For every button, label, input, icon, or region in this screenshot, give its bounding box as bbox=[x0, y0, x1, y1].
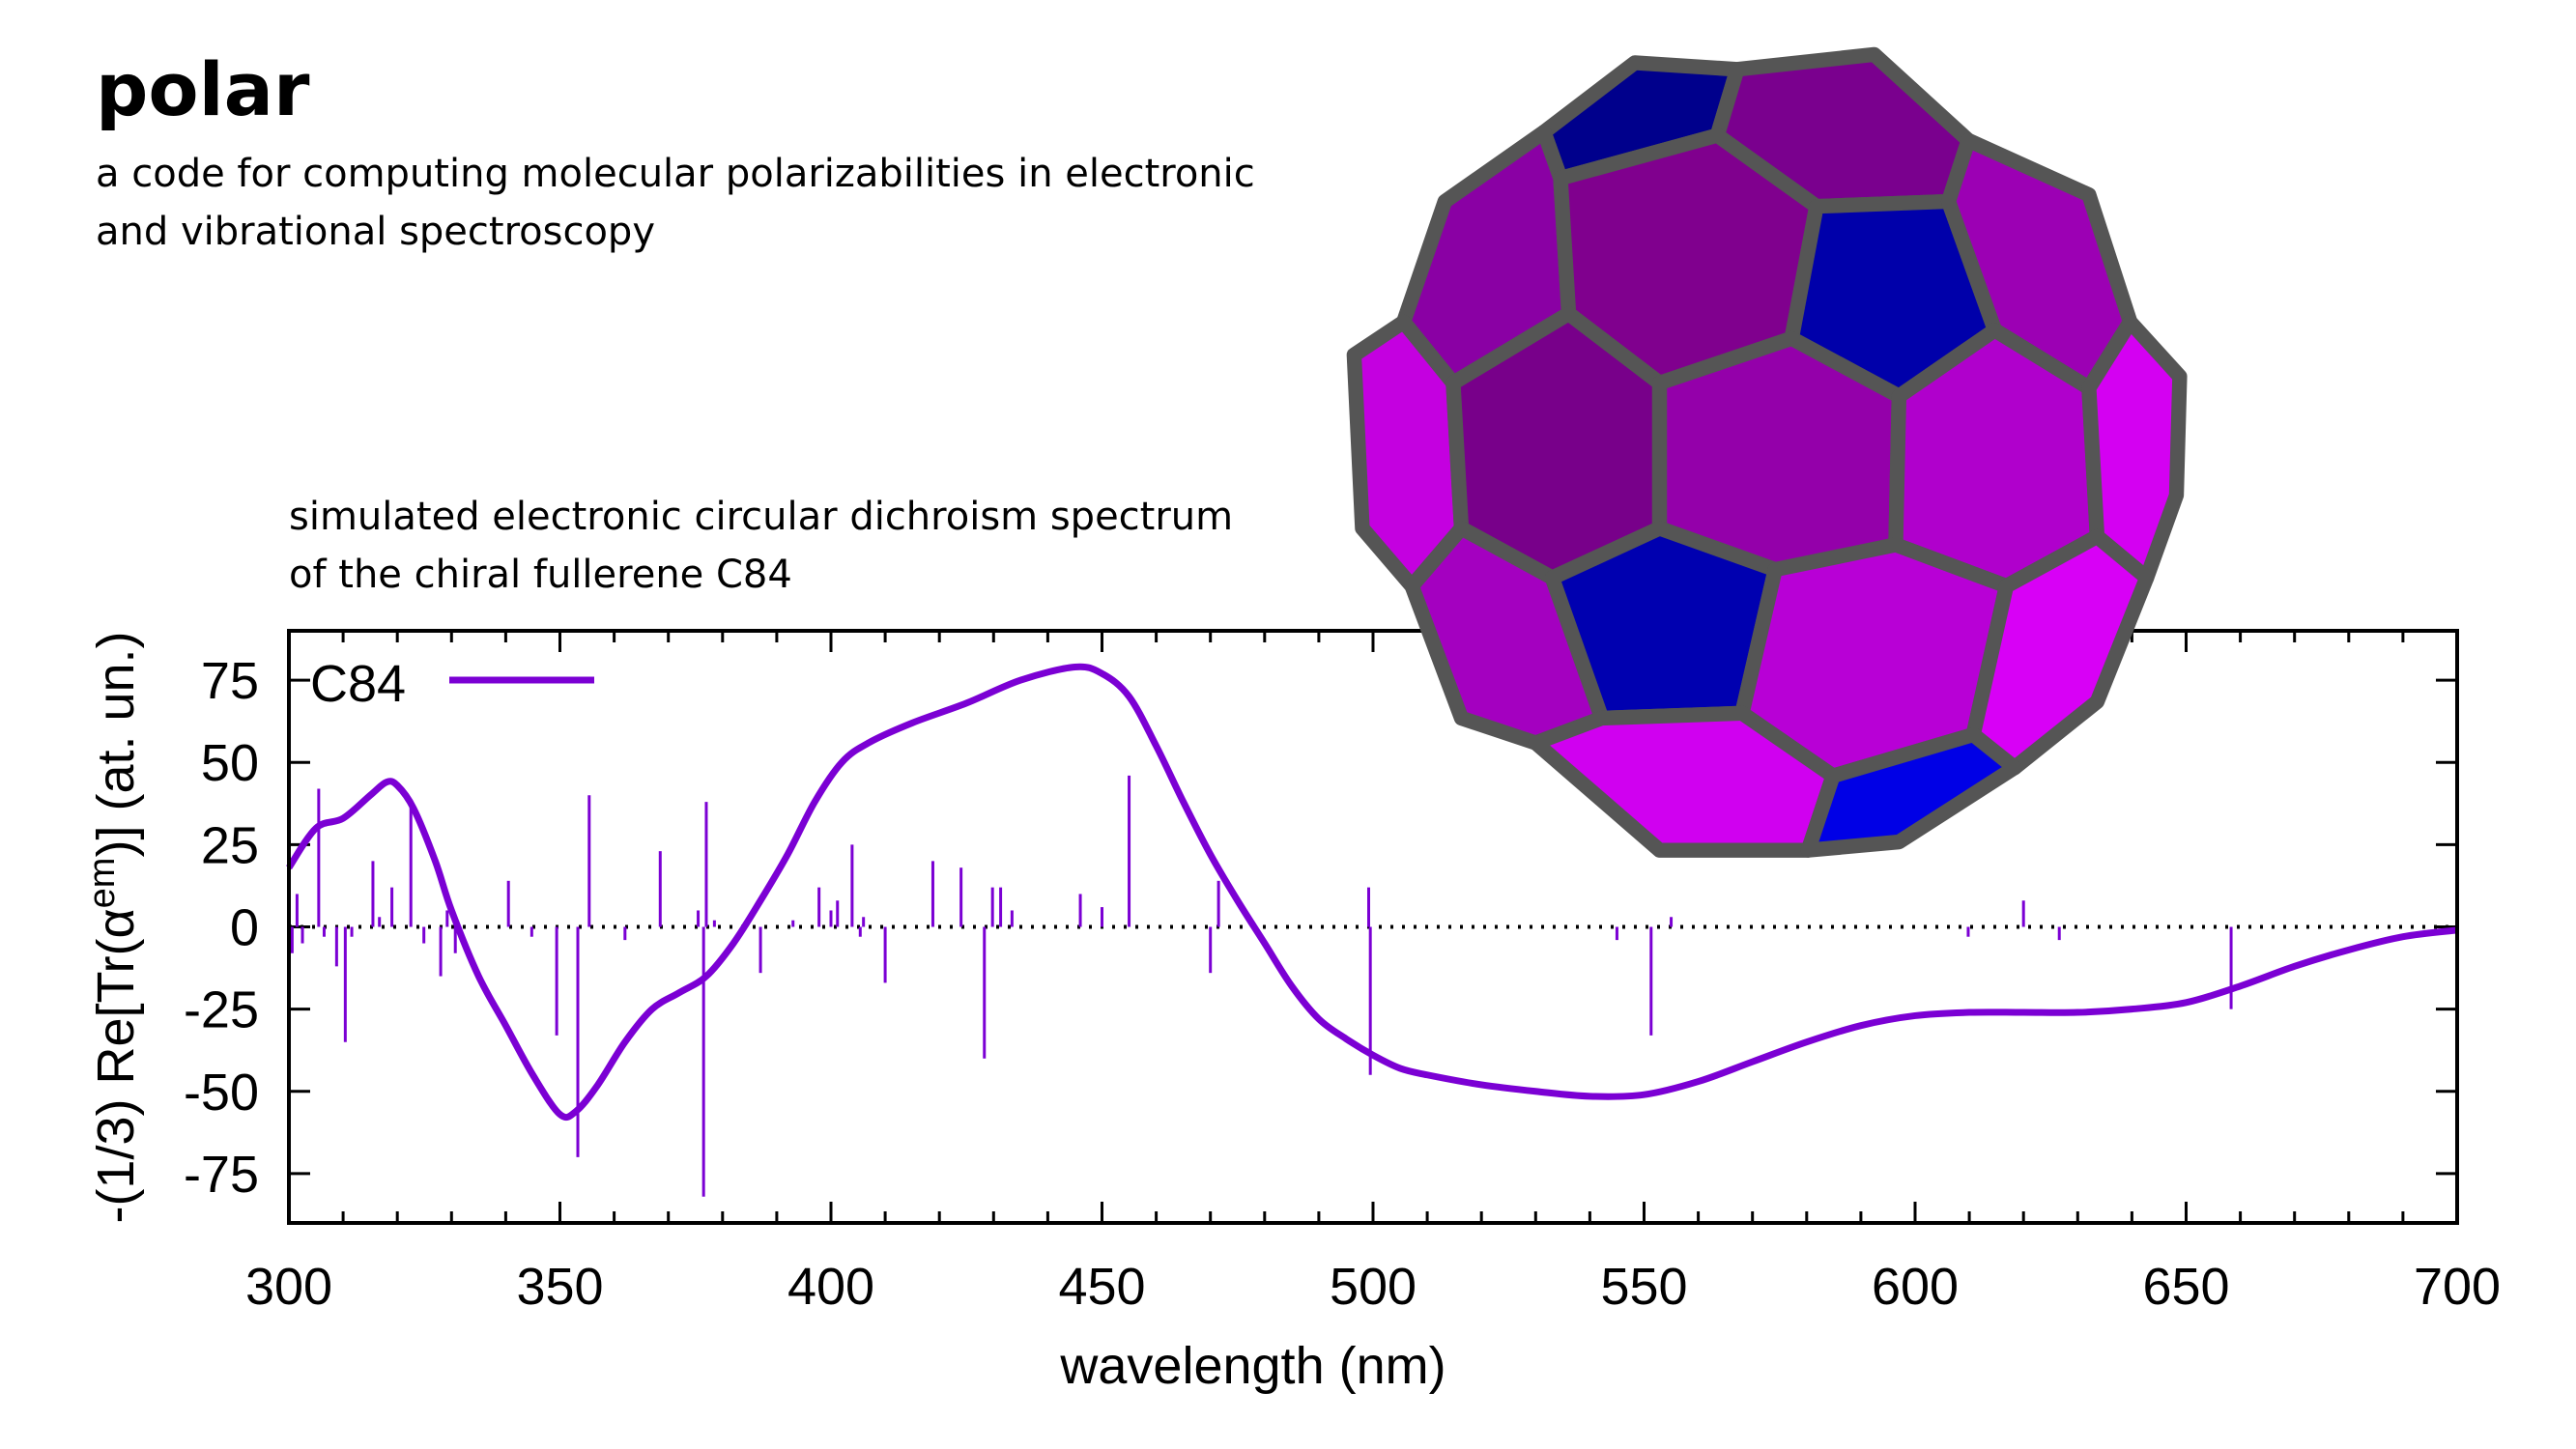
y-axis-label: -(1/3) Re[Tr(αem)] (at. un.) bbox=[82, 631, 145, 1223]
chart-caption-line-1: simulated electronic circular dichroism … bbox=[289, 495, 1234, 539]
y-tick-label: -25 bbox=[184, 981, 259, 1039]
x-tick-label: 700 bbox=[2414, 1258, 2501, 1316]
subtitle-line-2: and vibrational spectroscopy bbox=[96, 210, 655, 254]
plot-frame bbox=[287, 629, 2459, 1225]
tick-labels: 300 350 400 450 500 550 600 650 700 -75 -50 -25 0 25 5… bbox=[184, 652, 2501, 1316]
y-tick-label: -75 bbox=[184, 1146, 259, 1204]
x-tick-label: 350 bbox=[516, 1258, 603, 1316]
stick-spectrum bbox=[290, 775, 2233, 1197]
subtitle-line-1: a code for computing molecular polarizab… bbox=[96, 152, 1255, 196]
y-tick-label: 25 bbox=[201, 816, 259, 874]
y-tick-label: -50 bbox=[184, 1064, 259, 1122]
x-tick-label: 400 bbox=[787, 1258, 874, 1316]
app-title: polar bbox=[96, 46, 310, 132]
x-tick-label: 300 bbox=[245, 1258, 332, 1316]
y-tick-label: 0 bbox=[230, 899, 259, 957]
x-tick-label: 500 bbox=[1330, 1258, 1417, 1316]
x-tick-label: 650 bbox=[2142, 1258, 2229, 1316]
x-tick-label: 600 bbox=[1872, 1258, 1959, 1316]
x-tick-label: 550 bbox=[1600, 1258, 1687, 1316]
chart-caption-line-2: of the chiral fullerene C84 bbox=[289, 553, 792, 597]
x-axis-label: wavelength (nm) bbox=[1059, 1337, 1445, 1395]
fullerene-face bbox=[1800, 726, 2022, 858]
y-tick-label: 75 bbox=[201, 652, 259, 710]
legend-label-c84: C84 bbox=[310, 655, 406, 713]
x-tick-label: 450 bbox=[1058, 1258, 1145, 1316]
fullerene-c84-image bbox=[1346, 46, 2188, 858]
series-line-c84 bbox=[286, 663, 2458, 1122]
y-tick-label: 50 bbox=[201, 734, 259, 792]
